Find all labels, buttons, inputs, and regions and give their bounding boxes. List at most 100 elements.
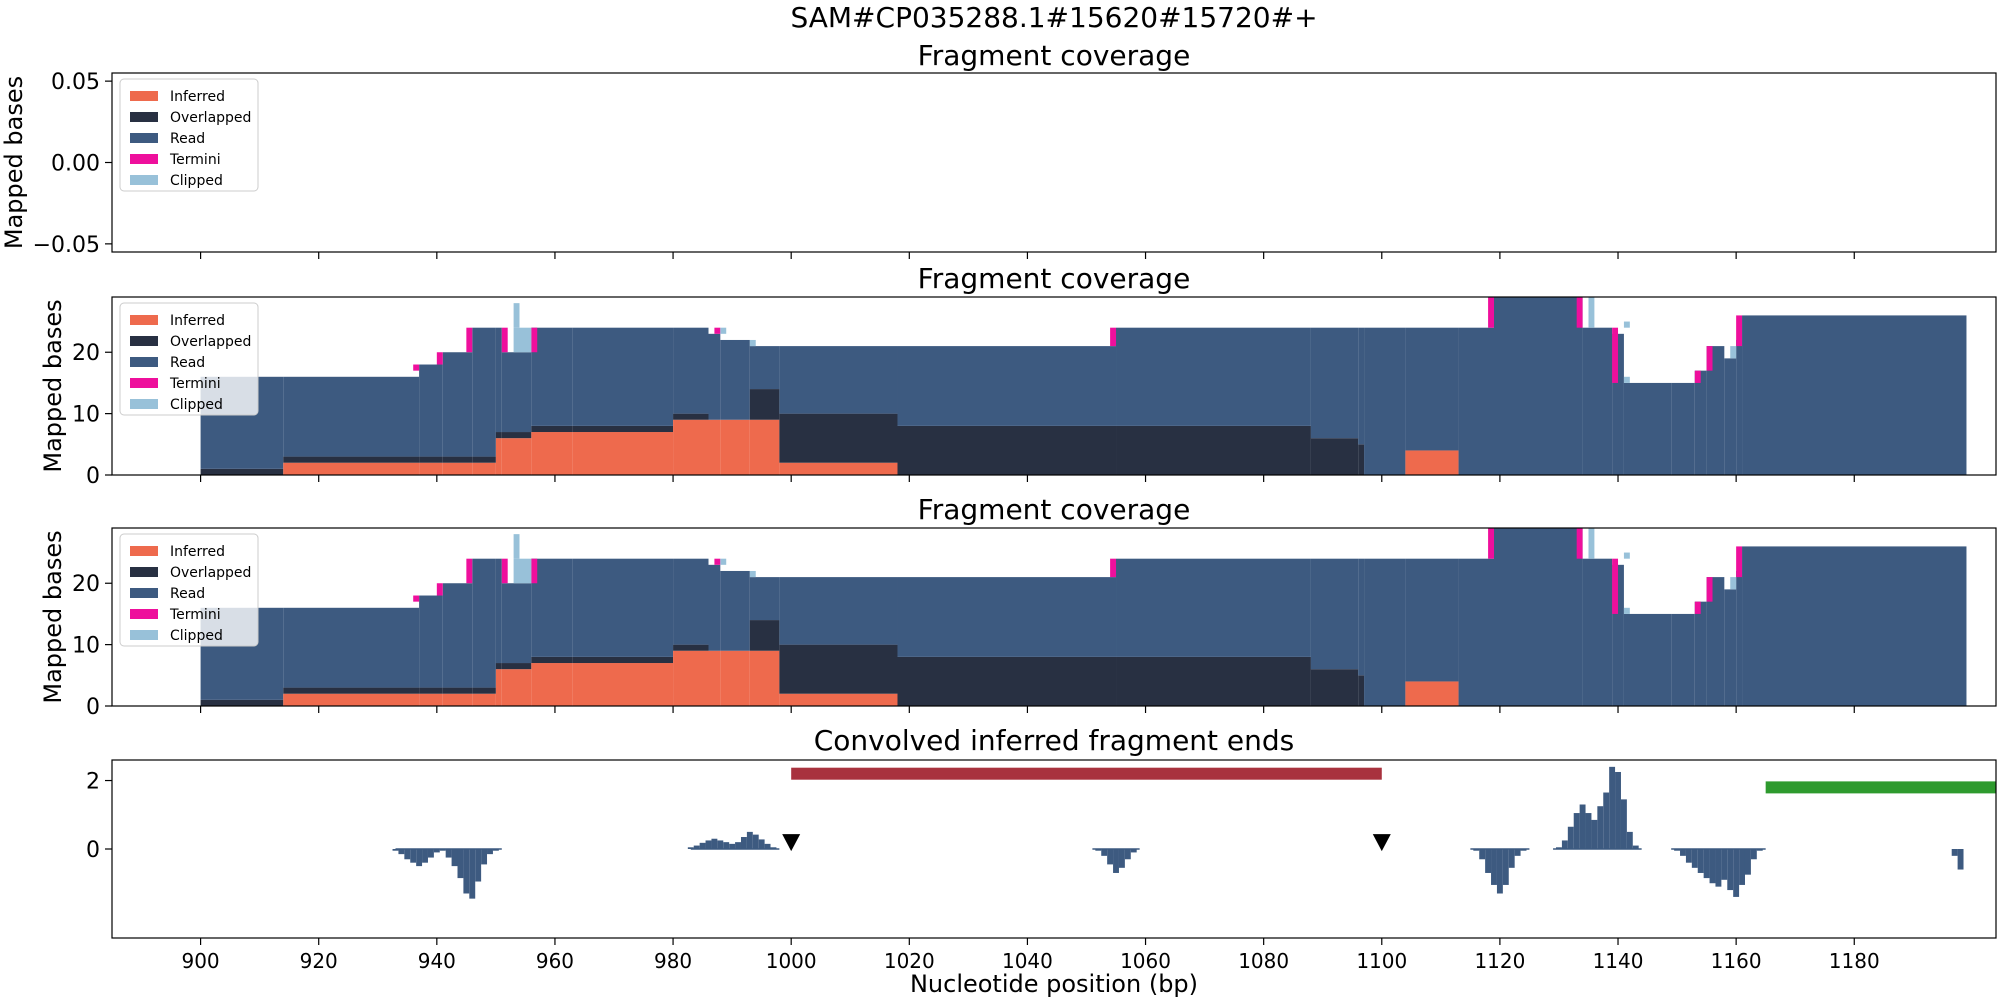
y-tick-label: 0.05 xyxy=(51,70,100,95)
overlapped-bar xyxy=(673,644,709,651)
legend-label-inferred: Inferred xyxy=(170,544,225,560)
read-bar xyxy=(1116,558,1311,657)
plot-area xyxy=(200,528,1967,706)
panel-4: Convolved inferred fragment ends 2 0 900 920… xyxy=(86,724,1997,973)
hist-bar xyxy=(746,831,753,849)
overlapped-bar xyxy=(501,432,532,439)
hist-bar xyxy=(1496,849,1503,894)
read-bar xyxy=(1582,327,1613,475)
inferred-bar xyxy=(749,419,780,475)
termini-bar xyxy=(714,327,721,334)
overlapped-bar xyxy=(283,687,420,694)
read-bar xyxy=(1116,327,1311,426)
termini-bar xyxy=(1706,346,1713,371)
x-tick-label: 1180 xyxy=(1829,949,1880,973)
hist-bar xyxy=(433,849,440,853)
legend-label-inferred: Inferred xyxy=(170,313,225,329)
overlapped-bar xyxy=(419,687,443,694)
read-bar xyxy=(495,327,502,433)
y-axis-label: Mapped bases xyxy=(39,530,67,703)
inferred-bar xyxy=(531,663,573,706)
legend-label-clipped: Clipped xyxy=(170,397,223,413)
inferred-bar xyxy=(501,438,532,475)
x-tick-label: 940 xyxy=(418,949,456,973)
read-bar xyxy=(1405,558,1459,682)
overlapped-bar xyxy=(1310,438,1359,475)
read-bar xyxy=(1706,346,1725,475)
inferred-bar xyxy=(283,462,420,475)
hist-bar xyxy=(1101,849,1108,856)
legend-swatch-read xyxy=(130,588,158,598)
clipped-bar xyxy=(749,570,756,578)
clipped-bar xyxy=(1623,321,1630,328)
inferred-bar xyxy=(708,650,721,706)
hist-bar xyxy=(1626,831,1633,849)
clipped-bar xyxy=(513,558,532,584)
termini-bar xyxy=(413,595,420,602)
read-bar xyxy=(1612,564,1624,706)
hist-bar xyxy=(1674,849,1681,851)
termini-bar xyxy=(1706,577,1713,602)
hist-bar xyxy=(1579,804,1586,849)
overlapped-bar xyxy=(442,687,473,694)
interval-bar xyxy=(791,767,1382,780)
legend-swatch-clipped xyxy=(130,630,158,640)
y-axis-label: Mapped bases xyxy=(39,299,67,472)
read-bar xyxy=(1623,613,1672,706)
read-bar xyxy=(1706,577,1725,706)
read-bar xyxy=(1582,558,1613,706)
y-tick-label: 0 xyxy=(86,464,100,489)
hist-bar xyxy=(1603,792,1610,849)
hist-bar xyxy=(410,849,417,863)
clipped-bar xyxy=(1623,607,1630,614)
hist-bar xyxy=(1750,849,1757,860)
hist-bar xyxy=(1485,849,1492,873)
inferred-bar xyxy=(472,462,496,475)
termini-bar xyxy=(531,558,538,584)
overlapped-bar xyxy=(200,699,284,706)
clipped-bar xyxy=(749,339,756,347)
legend-swatch-clipped xyxy=(130,399,158,409)
hist-bar xyxy=(1709,849,1716,884)
hist-bar xyxy=(422,849,428,863)
legend-label-inferred: Inferred xyxy=(170,89,225,105)
marker-triangle xyxy=(1372,834,1391,852)
read-bar xyxy=(749,577,780,621)
legend-label-overlapped: Overlapped xyxy=(170,110,251,126)
x-tick-label: 1120 xyxy=(1474,949,1525,973)
inferred-bar xyxy=(495,438,502,475)
inferred-bar xyxy=(720,419,750,475)
overlapped-bar xyxy=(572,425,674,433)
inferred-bar xyxy=(419,462,443,475)
legend-swatch-inferred xyxy=(130,315,158,325)
legend-label-read: Read xyxy=(170,131,205,147)
hist-bar xyxy=(487,849,493,855)
marker-triangle xyxy=(782,834,801,852)
legend-label-termini: Termini xyxy=(169,152,221,168)
termini-bar xyxy=(531,327,538,353)
hist-bar xyxy=(1585,813,1592,849)
read-bar xyxy=(419,364,443,457)
legend: Inferred Overlapped Read Termini Clipped xyxy=(119,302,259,416)
legend-swatch-termini xyxy=(130,609,158,619)
hist-bar xyxy=(1620,799,1627,849)
hist-bar xyxy=(1721,849,1728,880)
panel-title: Fragment coverage xyxy=(918,493,1191,526)
read-bar xyxy=(720,339,750,420)
overlapped-bar xyxy=(472,687,496,694)
read-bar xyxy=(720,570,750,651)
panel-title: Fragment coverage xyxy=(918,39,1191,72)
hist-bar xyxy=(740,837,747,849)
overlapped-bar xyxy=(283,456,420,463)
legend-label-overlapped: Overlapped xyxy=(170,565,251,581)
overlapped-bar xyxy=(1116,425,1311,475)
overlapped-bar xyxy=(779,644,898,694)
inferred-bar xyxy=(472,693,496,706)
hist-bar xyxy=(439,849,446,851)
termini-bar xyxy=(1694,601,1701,614)
hist-bar xyxy=(1561,840,1568,849)
hist-bar xyxy=(1632,845,1639,849)
legend-label-clipped: Clipped xyxy=(170,628,223,644)
overlapped-bar xyxy=(442,456,473,463)
termini-bar xyxy=(413,364,420,371)
